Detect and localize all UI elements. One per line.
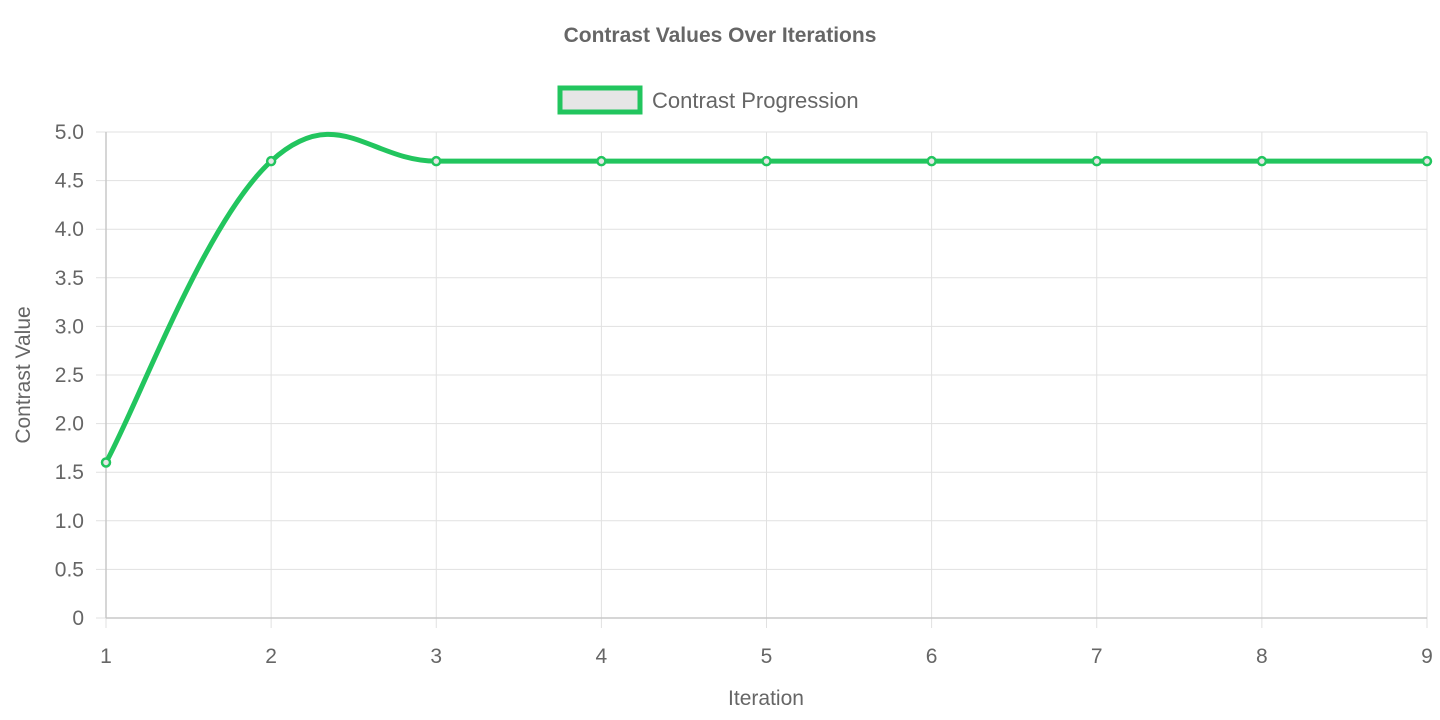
grid-lines (96, 131, 1428, 628)
y-axis-title: Contrast Value (12, 306, 35, 443)
data-point[interactable] (926, 155, 937, 167)
data-point[interactable] (100, 457, 112, 468)
x-tick-label: 4 (596, 645, 608, 668)
y-tick-label: 0 (72, 607, 84, 630)
series-layer (100, 131, 1433, 468)
data-point[interactable] (596, 155, 607, 167)
y-tick-label: 1.0 (55, 510, 84, 533)
y-tick-label: 3.5 (55, 267, 84, 290)
y-tick-label: 2.0 (55, 413, 84, 436)
x-tick-label: 6 (926, 645, 938, 668)
data-point[interactable] (1256, 155, 1268, 167)
axes (105, 132, 1427, 619)
y-tick-label: 3.0 (55, 315, 84, 338)
x-axis-title: Iteration (728, 687, 804, 710)
x-tick-labels: 1 2 3 4 5 6 7 8 9 (100, 645, 1433, 668)
legend-swatch[interactable] (557, 85, 643, 115)
x-tick-label: 8 (1256, 645, 1268, 668)
y-tick-label: 1.5 (55, 461, 84, 484)
x-tick-label: 7 (1091, 645, 1103, 668)
x-tick-label: 9 (1421, 645, 1433, 668)
x-tick-label: 3 (430, 645, 442, 668)
y-tick-labels: 0 0.5 1.0 1.5 2.0 2.5 3.0 3.5 4.0 4.5 5.0 (55, 121, 84, 630)
data-point[interactable] (431, 155, 442, 167)
legend-label[interactable]: Contrast Progression (652, 88, 859, 113)
data-point[interactable] (1091, 155, 1102, 167)
y-tick-label: 4.0 (55, 218, 84, 241)
data-point[interactable] (761, 155, 772, 167)
y-tick-label: 0.5 (55, 558, 84, 581)
y-tick-label: 5.0 (55, 121, 84, 144)
data-point[interactable] (265, 155, 277, 167)
x-tick-label: 1 (100, 645, 112, 668)
data-point[interactable] (1421, 155, 1433, 167)
y-tick-label: 4.5 (55, 170, 84, 193)
chart-title: Contrast Values Over Iterations (564, 24, 877, 47)
x-tick-label: 2 (265, 645, 277, 668)
y-tick-label: 2.5 (55, 364, 84, 387)
legend[interactable]: Contrast Progression (557, 85, 859, 115)
x-tick-label: 5 (761, 645, 773, 668)
